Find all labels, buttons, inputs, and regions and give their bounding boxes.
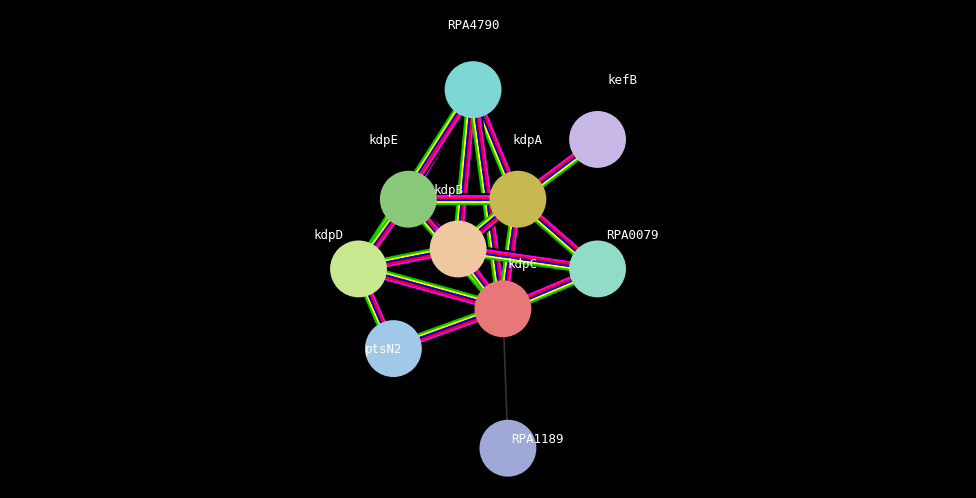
- Text: kdpB: kdpB: [433, 184, 464, 197]
- Circle shape: [446, 62, 501, 117]
- Text: RPA1189: RPA1189: [511, 433, 564, 446]
- Circle shape: [331, 242, 386, 296]
- Circle shape: [480, 421, 535, 476]
- Circle shape: [570, 112, 625, 167]
- Text: kdpA: kdpA: [512, 134, 543, 147]
- Circle shape: [475, 281, 530, 336]
- Circle shape: [430, 222, 485, 276]
- Text: RPA0079: RPA0079: [606, 229, 659, 242]
- Text: kefB: kefB: [607, 74, 637, 87]
- Circle shape: [491, 172, 546, 227]
- Text: ptsN2: ptsN2: [365, 343, 402, 356]
- Text: RPA4790: RPA4790: [447, 19, 500, 32]
- Text: kdpE: kdpE: [368, 134, 398, 147]
- Text: kdpC: kdpC: [508, 258, 538, 271]
- Circle shape: [570, 242, 625, 296]
- Text: kdpD: kdpD: [313, 229, 344, 242]
- Circle shape: [366, 321, 421, 376]
- Circle shape: [381, 172, 435, 227]
